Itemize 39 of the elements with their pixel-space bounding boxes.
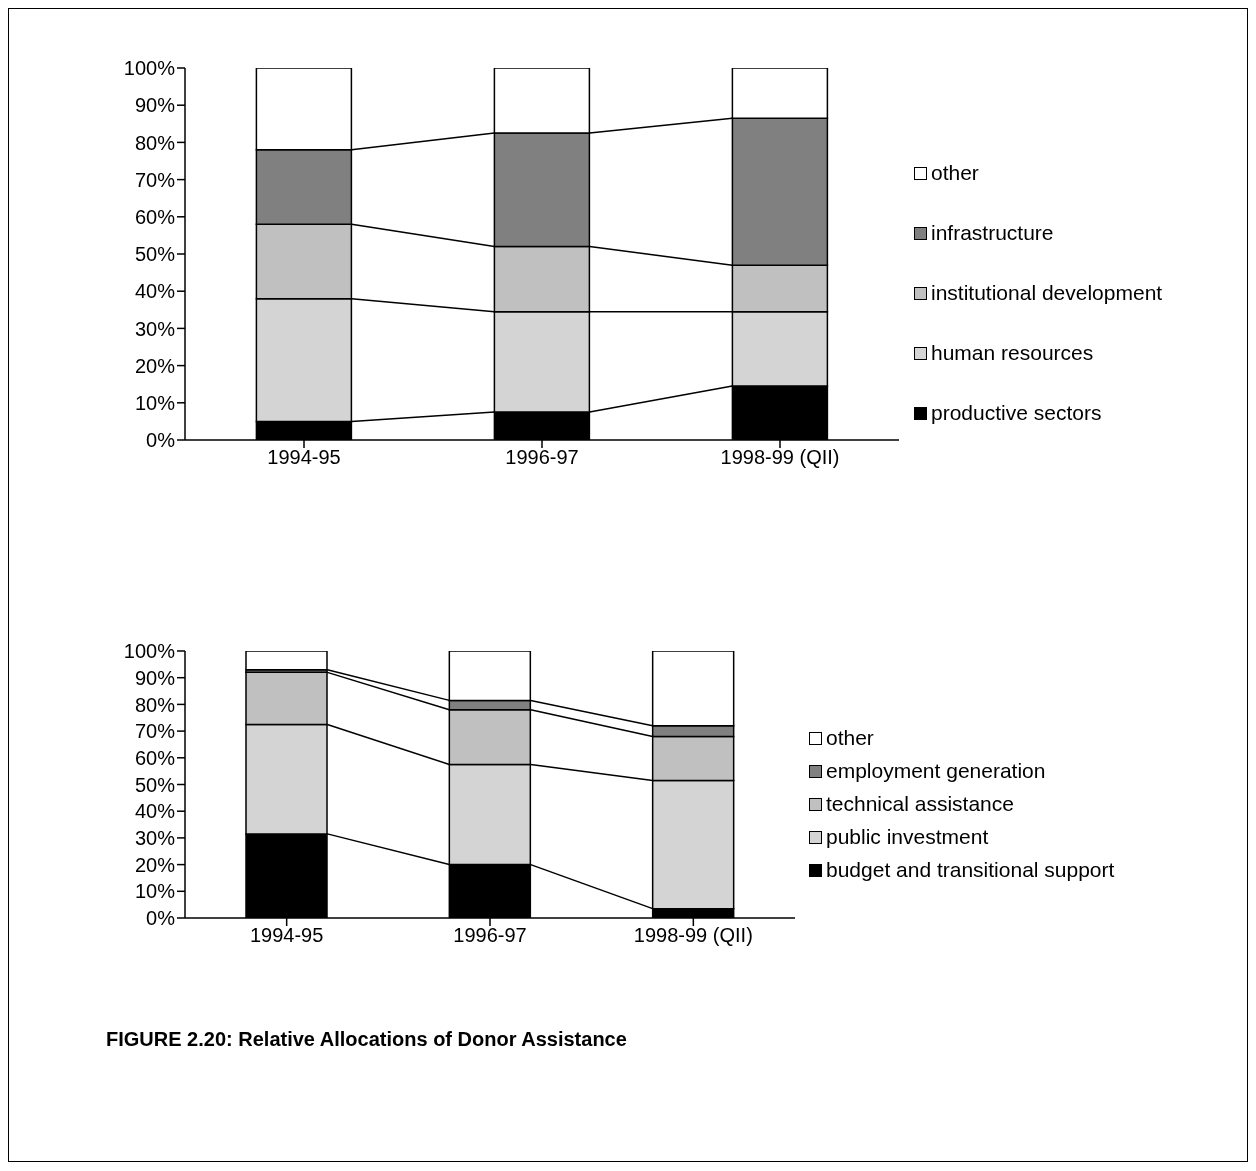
- y-tick-label: 100%: [123, 57, 176, 80]
- y-tick-label: 90%: [134, 666, 176, 689]
- y-tick-label: 70%: [134, 168, 176, 191]
- legend-label: budget and transitional support: [826, 858, 1115, 882]
- x-tick-label: 1996-97: [505, 446, 579, 469]
- x-tick-label: 1994-95: [249, 924, 324, 947]
- y-tick-label: 0%: [146, 429, 176, 452]
- legend-label: productive sectors: [931, 401, 1102, 425]
- y-tick-label: 70%: [134, 720, 176, 743]
- y-tick-label: 20%: [134, 853, 176, 876]
- y-tick-label: 60%: [134, 746, 176, 769]
- legend-label: public investment: [826, 825, 989, 849]
- x-tick-label: 1996-97: [453, 924, 527, 947]
- y-tick-label: 100%: [123, 640, 176, 663]
- y-tick-label: 20%: [134, 354, 176, 377]
- y-tick-label: 10%: [134, 391, 176, 414]
- legend-label: other: [826, 726, 874, 750]
- y-tick-label: 50%: [134, 773, 176, 796]
- legend-label: other: [931, 161, 979, 185]
- legend-label: technical assistance: [826, 792, 1014, 816]
- x-tick-label: 1994-95: [267, 446, 341, 469]
- y-tick-label: 30%: [134, 827, 176, 849]
- y-tick-label: 10%: [134, 880, 176, 903]
- legend-label: institutional development: [931, 281, 1163, 305]
- caption: FIGURE 2.20: Relative Allocations of Donor Assistance: [106, 1028, 627, 1051]
- y-tick-label: 80%: [134, 693, 176, 716]
- legend-label: human resources: [931, 341, 1094, 365]
- y-tick-label: 50%: [134, 243, 176, 266]
- y-tick-label: 30%: [134, 317, 176, 340]
- y-tick-label: 40%: [134, 800, 176, 823]
- legend-label: infrastructure: [931, 221, 1054, 245]
- y-tick-label: 80%: [134, 131, 176, 154]
- y-tick-label: 40%: [134, 280, 176, 303]
- y-tick-label: 90%: [134, 94, 176, 117]
- y-tick-label: 60%: [134, 205, 176, 228]
- legend-label: employment generation: [826, 759, 1046, 783]
- y-tick-label: 0%: [146, 907, 176, 930]
- x-tick-label: 1998-99 (QII): [633, 924, 753, 947]
- x-tick-label: 1998-99 (QII): [720, 446, 840, 469]
